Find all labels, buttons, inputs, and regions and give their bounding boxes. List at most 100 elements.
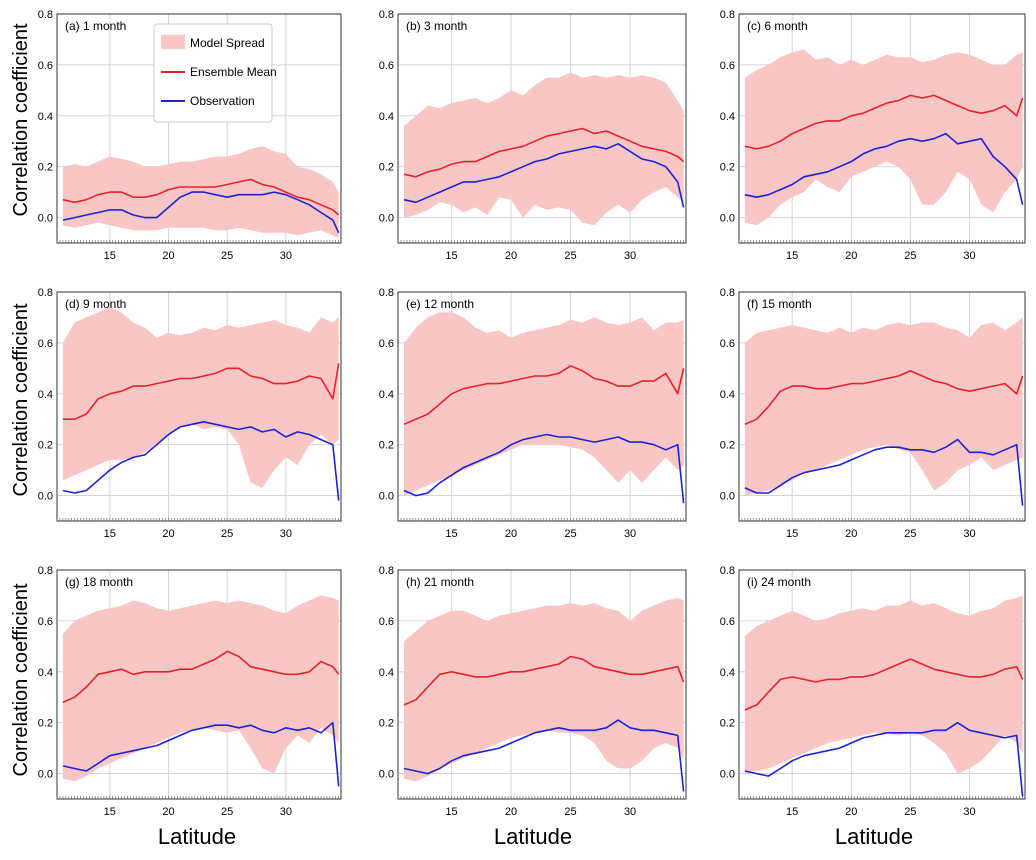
y-tick-label: 0.6 xyxy=(720,60,735,72)
plot-frame xyxy=(397,569,687,800)
y-tick-label: 0.0 xyxy=(38,491,53,503)
y-tick-label: 0.2 xyxy=(38,162,53,174)
y-tick-label: 0.6 xyxy=(38,60,53,72)
y-tick-label: 0.8 xyxy=(379,565,394,577)
series-ensemble-mean-line xyxy=(62,650,340,704)
x-tick-label: 25 xyxy=(221,806,233,818)
series-observation-line xyxy=(403,433,685,504)
panel-1: 0.0 0.2 0.4 0.6 0.8 15 20 25 30 (a) 1 month xyxy=(38,9,342,262)
x-tick-label: 15 xyxy=(104,806,116,818)
y-tick-label: 0.0 xyxy=(720,769,735,781)
y-tick-label: 0.6 xyxy=(379,338,394,350)
y-tick-label: 0.6 xyxy=(379,60,394,72)
series-ensemble-mean-line xyxy=(744,370,1024,426)
plot-frame xyxy=(738,13,1026,244)
y-tick-label: 0.2 xyxy=(38,718,53,730)
plot-frame xyxy=(56,569,342,800)
panel-3: 0.0 0.2 0.4 0.6 0.8 15 20 25 30 (c) 6 month xyxy=(720,9,1026,262)
panel-title: (h) 21 month xyxy=(406,575,474,589)
x-tick-label: 20 xyxy=(505,528,517,540)
legend-label-spread: Model Spread xyxy=(190,36,265,50)
y-tick-label: 0.4 xyxy=(379,667,394,679)
x-tick-label: 15 xyxy=(786,250,798,262)
panel-title: (d) 9 month xyxy=(65,297,126,311)
x-tick-label: 25 xyxy=(564,806,576,818)
x-tick-label: 25 xyxy=(904,250,916,262)
y-tick-label: 0.2 xyxy=(720,440,735,452)
x-tick-label: 15 xyxy=(104,528,116,540)
y-tick-label: 0.6 xyxy=(38,616,53,628)
legend: Model Spread Ensemble Mean Observation xyxy=(153,23,277,123)
plot-frame xyxy=(738,569,1026,800)
x-tick-label: 20 xyxy=(505,806,517,818)
y-tick-label: 0.8 xyxy=(38,9,53,21)
y-tick-label: 0.4 xyxy=(38,111,53,123)
y-tick-label: 0.8 xyxy=(379,9,394,21)
series-model-spread-band xyxy=(62,595,339,782)
x-tick-label: 20 xyxy=(845,528,857,540)
panel-2: 0.0 0.2 0.4 0.6 0.8 15 20 25 30 (b) 3 month xyxy=(379,9,687,262)
x-tick-label: 20 xyxy=(845,806,857,818)
y-tick-label: 0.2 xyxy=(720,162,735,174)
y-tick-label: 0.6 xyxy=(720,616,735,628)
panel-title: (f) 15 month xyxy=(747,297,812,311)
x-tick-label: 25 xyxy=(564,528,576,540)
panel-7: 0.0 0.2 0.4 0.6 0.8 15 20 25 30 (g) 18 month xyxy=(38,565,342,818)
x-tick-label: 15 xyxy=(445,806,457,818)
series-model-spread-band xyxy=(744,317,1023,496)
panels-group: 0.0 0.2 0.4 0.6 0.8 15 20 25 30 (a) 1 month 0.0 0.2… xyxy=(38,9,1026,818)
y-tick-label: 0.4 xyxy=(379,111,394,123)
x-tick-label: 30 xyxy=(963,528,975,540)
y-tick-label: 0.4 xyxy=(720,667,735,679)
y-tick-label: 0.2 xyxy=(379,440,394,452)
y-tick-label: 0.6 xyxy=(38,338,53,350)
y-tick-label: 0.4 xyxy=(38,389,53,401)
x-tick-label: 20 xyxy=(845,250,857,262)
panel-title: (e) 12 month xyxy=(406,297,474,311)
y-tick-label: 0.0 xyxy=(720,491,735,503)
series-observation-line xyxy=(403,719,685,792)
x-tick-label: 25 xyxy=(564,250,576,262)
y-tick-label: 0.8 xyxy=(720,9,735,21)
series-observation-line xyxy=(62,721,340,787)
y-tick-label: 0.2 xyxy=(720,718,735,730)
y-tick-label: 0.8 xyxy=(38,565,53,577)
panel-title: (g) 18 month xyxy=(65,575,133,589)
series-ensemble-mean-line xyxy=(62,363,340,420)
legend-label-mean: Ensemble Mean xyxy=(190,65,277,79)
y-tick-label: 0.6 xyxy=(379,616,394,628)
x-axis-label-col-2: Latitude xyxy=(494,824,572,849)
y-tick-label: 0.0 xyxy=(379,769,394,781)
y-tick-label: 0.2 xyxy=(379,162,394,174)
x-tick-label: 20 xyxy=(505,250,517,262)
plot-frame xyxy=(397,13,687,244)
panel-9: 0.0 0.2 0.4 0.6 0.8 15 20 25 30 (i) 24 month xyxy=(720,565,1026,818)
legend-swatch-spread xyxy=(161,35,185,49)
series-observation-line xyxy=(744,438,1024,506)
y-tick-label: 0.0 xyxy=(38,213,53,225)
y-tick-label: 0.2 xyxy=(38,440,53,452)
y-tick-label: 0.4 xyxy=(38,667,53,679)
y-tick-label: 0.2 xyxy=(379,718,394,730)
plot-frame xyxy=(738,291,1026,522)
series-ensemble-mean-line xyxy=(403,127,685,178)
x-tick-label: 15 xyxy=(445,528,457,540)
series-model-spread-band xyxy=(404,598,684,782)
panel-title: (c) 6 month xyxy=(747,19,808,33)
x-tick-label: 15 xyxy=(445,250,457,262)
y-axis-label-row-1: Correlation coefficient xyxy=(10,23,32,217)
x-tick-label: 25 xyxy=(221,250,233,262)
series-observation-line xyxy=(62,421,340,501)
y-tick-label: 0.4 xyxy=(720,389,735,401)
y-tick-label: 0.6 xyxy=(720,338,735,350)
series-model-spread-band xyxy=(744,49,1023,226)
x-tick-label: 30 xyxy=(280,806,292,818)
x-axis-label-col-3: Latitude xyxy=(835,824,913,849)
y-axis-label-row-3: Correlation coefficient xyxy=(10,583,32,777)
series-ensemble-mean-line xyxy=(744,658,1024,711)
y-tick-label: 0.0 xyxy=(720,213,735,225)
x-tick-label: 25 xyxy=(904,528,916,540)
series-observation-line xyxy=(403,143,685,208)
plot-frame xyxy=(56,13,342,244)
x-tick-label: 25 xyxy=(221,528,233,540)
